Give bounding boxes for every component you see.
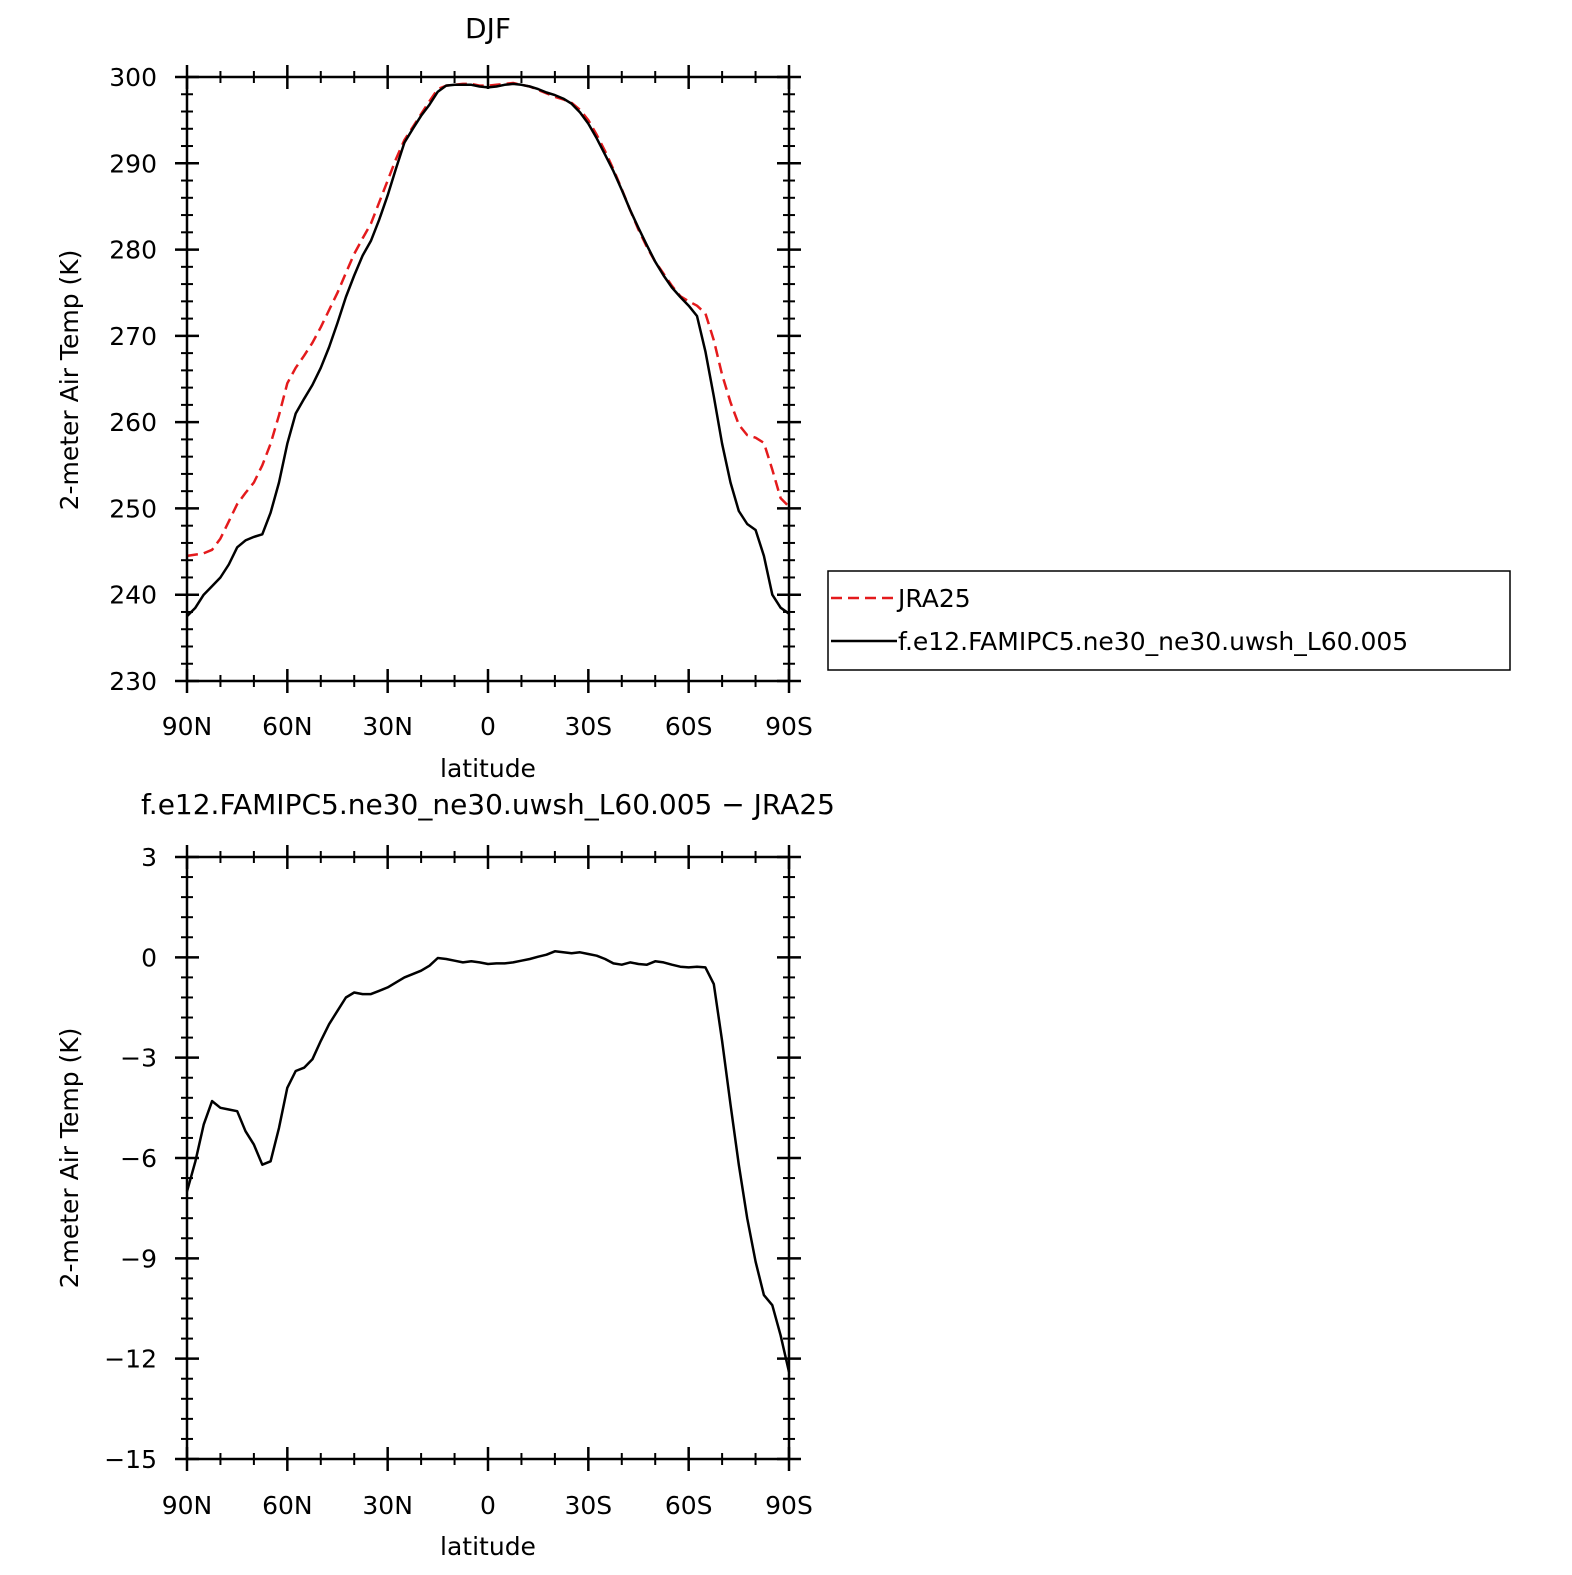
x-tick-label: 30S bbox=[564, 712, 612, 741]
x-tick-labels: 90N 60N 30N 0 30S 60S 90S bbox=[162, 712, 813, 741]
plot-frame bbox=[185, 855, 791, 1461]
y-tick-label: 290 bbox=[109, 149, 157, 178]
y-tick-label: 260 bbox=[109, 408, 157, 437]
chart-title: f.e12.FAMIPC5.ne30_ne30.uwsh_L60.005 − J… bbox=[141, 788, 835, 821]
plot-frame bbox=[185, 75, 791, 683]
y-tick-label: −15 bbox=[104, 1445, 157, 1474]
y-tick-label: 300 bbox=[109, 63, 157, 92]
y-tick-label: 250 bbox=[109, 494, 157, 523]
x-tick-label: 0 bbox=[480, 1491, 496, 1520]
y-axis-label: 2-meter Air Temp (K) bbox=[55, 1028, 84, 1289]
y-tick-labels: 300 290 280 270 260 250 240 230 bbox=[109, 63, 157, 696]
x-tick-label: 0 bbox=[480, 712, 496, 741]
series-lines bbox=[186, 81, 790, 618]
series-lines bbox=[185, 950, 791, 1373]
panel-climatology: DJF 300 290 280 270 260 250 240 230 90N 60N 30N 0 3… bbox=[55, 12, 1511, 783]
x-tick-label: 60N bbox=[262, 712, 313, 741]
y-tick-label: 270 bbox=[109, 322, 157, 351]
legend: JRA25 f.e12.FAMIPC5.ne30_ne30.uwsh_L60.0… bbox=[827, 570, 1511, 671]
y-tick-label: −6 bbox=[120, 1144, 157, 1173]
x-tick-label: 30S bbox=[564, 1491, 612, 1520]
y-tick-labels: 3 0 −3 −6 −9 −12 −15 bbox=[104, 843, 157, 1474]
axis-ticks bbox=[175, 65, 801, 693]
y-axis-label: 2-meter Air Temp (K) bbox=[55, 250, 84, 511]
series-line-1 bbox=[186, 82, 790, 618]
y-tick-label: 230 bbox=[109, 667, 157, 696]
x-tick-label: 90N bbox=[162, 712, 213, 741]
y-tick-label: 0 bbox=[141, 943, 157, 972]
x-tick-label: 30N bbox=[362, 1491, 413, 1520]
y-tick-label: −3 bbox=[120, 1044, 157, 1073]
x-tick-label: 60S bbox=[665, 1491, 713, 1520]
series-line-0 bbox=[185, 950, 791, 1373]
x-tick-label: 60S bbox=[665, 712, 713, 741]
y-tick-label: 3 bbox=[141, 843, 157, 872]
x-axis-label: latitude bbox=[440, 754, 536, 783]
x-axis-label: latitude bbox=[440, 1532, 536, 1561]
axis-ticks bbox=[175, 845, 801, 1471]
chart-title: DJF bbox=[465, 12, 511, 45]
x-tick-label: 90S bbox=[765, 712, 813, 741]
y-tick-label: 280 bbox=[109, 236, 157, 265]
x-tick-label: 60N bbox=[262, 1491, 313, 1520]
x-tick-label: 90S bbox=[765, 1491, 813, 1520]
y-tick-label: −12 bbox=[104, 1345, 157, 1374]
legend-label-model: f.e12.FAMIPC5.ne30_ne30.uwsh_L60.005 bbox=[898, 627, 1408, 656]
legend-box bbox=[827, 570, 1511, 671]
y-tick-label: −9 bbox=[120, 1244, 157, 1273]
legend-label-jra25: JRA25 bbox=[896, 584, 971, 613]
series-line-0 bbox=[186, 81, 790, 558]
x-tick-labels: 90N 60N 30N 0 30S 60S 90S bbox=[162, 1491, 813, 1520]
x-tick-label: 90N bbox=[162, 1491, 213, 1520]
x-tick-label: 30N bbox=[362, 712, 413, 741]
y-tick-label: 240 bbox=[109, 581, 157, 610]
panel-difference: f.e12.FAMIPC5.ne30_ne30.uwsh_L60.005 − J… bbox=[55, 788, 835, 1561]
